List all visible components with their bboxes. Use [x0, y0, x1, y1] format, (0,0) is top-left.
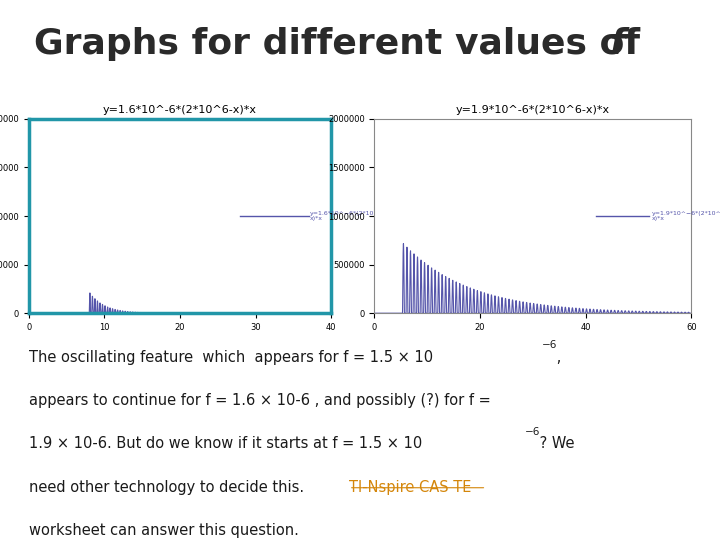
Text: ,: , [552, 350, 562, 365]
Text: y=1.6*10^−6*(2*10^6-
x)*x: y=1.6*10^−6*(2*10^6- x)*x [310, 211, 386, 221]
Text: The oscillating feature  which  appears for f = 1.5 × 10: The oscillating feature which appears fo… [29, 350, 433, 365]
Title: y=1.9*10^-6*(2*10^6-x)*x: y=1.9*10^-6*(2*10^6-x)*x [456, 105, 610, 115]
Text: need other technology to decide this.: need other technology to decide this. [29, 480, 309, 495]
Text: f: f [609, 27, 625, 60]
Text: ? We: ? We [536, 436, 575, 451]
Text: Graphs for different values of: Graphs for different values of [34, 27, 665, 60]
Text: 1.9 × 10-6. But do we know if it starts at f = 1.5 × 10: 1.9 × 10-6. But do we know if it starts … [29, 436, 422, 451]
Text: −6: −6 [525, 427, 541, 437]
Title: y=1.6*10^-6*(2*10^6-x)*x: y=1.6*10^-6*(2*10^6-x)*x [103, 105, 257, 115]
Text: appears to continue for f = 1.6 × 10-6 , and possibly (?) for f =: appears to continue for f = 1.6 × 10-6 ,… [29, 393, 490, 408]
Text: −6: −6 [541, 340, 557, 350]
Text: worksheet can answer this question.: worksheet can answer this question. [29, 523, 299, 538]
Text: TI-Nspire CAS TE: TI-Nspire CAS TE [348, 480, 471, 495]
Text: y=1.9*10^−6*(2*10^6−
x)*x: y=1.9*10^−6*(2*10^6− x)*x [652, 211, 720, 221]
